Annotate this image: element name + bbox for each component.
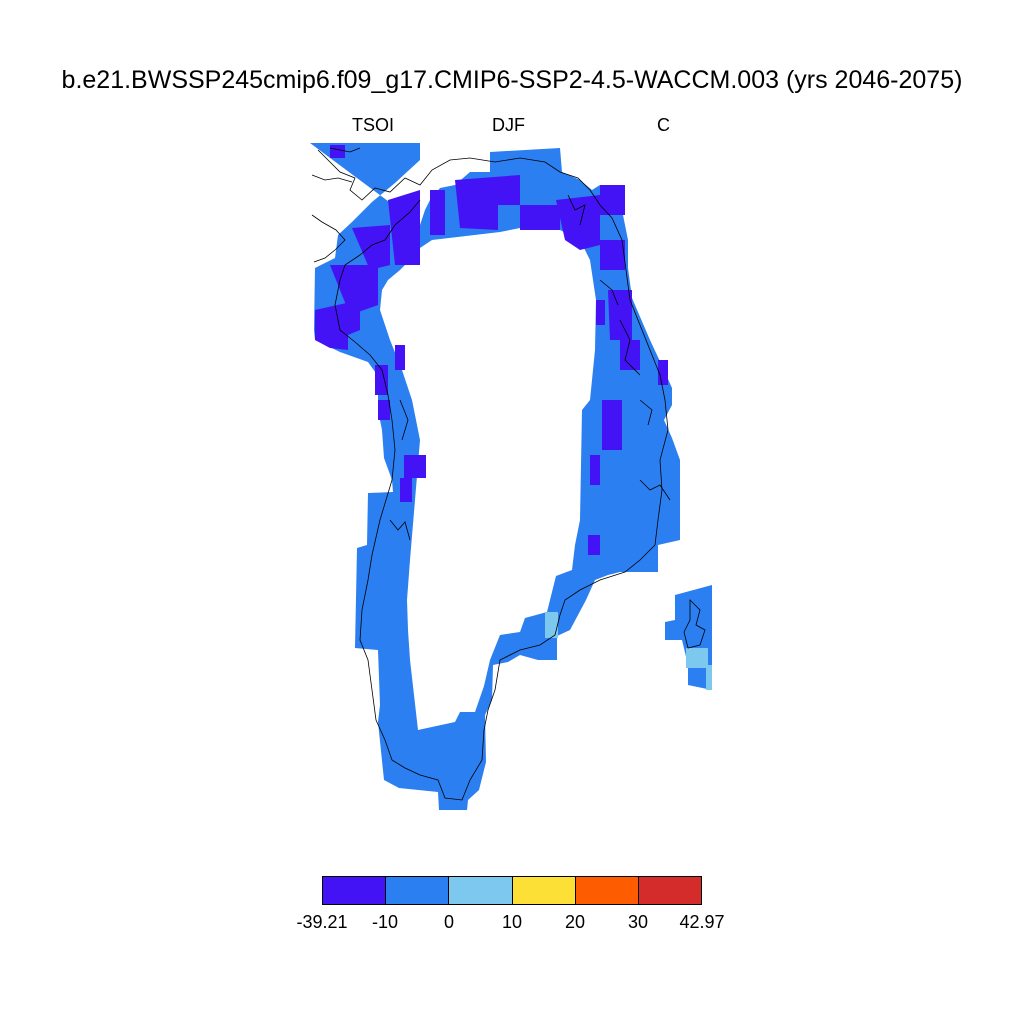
colorbar-segment — [386, 877, 450, 904]
colorbar-segment — [638, 877, 702, 904]
ice-sheet-no-data — [380, 228, 596, 730]
colorbar-segment — [575, 877, 639, 904]
colorbar-tick-label: 30 — [627, 912, 649, 932]
colorbar-segment — [323, 877, 387, 904]
season-label: DJF — [492, 115, 525, 135]
colorbar-tick-label: 42.97 — [679, 912, 725, 932]
plot-title: b.e21.BWSSP245cmip6.f09_g17.CMIP6-SSP2-4… — [61, 66, 963, 94]
colorbar-tick-label: -39.21 — [296, 912, 348, 932]
coastlines — [311, 147, 706, 801]
mild-negative-cells — [545, 612, 712, 690]
colorbar — [322, 876, 702, 905]
colorbar-segment — [449, 877, 513, 904]
colorbar-tick-label: 20 — [564, 912, 586, 932]
colorbar-segment — [512, 877, 576, 904]
strong-negative-cells — [315, 145, 668, 555]
colorbar-tick-label: 0 — [443, 912, 455, 932]
iceland-field — [665, 585, 712, 690]
units-label: C — [657, 115, 670, 135]
variable-label: TSOI — [352, 115, 395, 135]
colorbar-tick-label: 10 — [501, 912, 523, 932]
colorbar-tick-label: -10 — [371, 912, 399, 932]
